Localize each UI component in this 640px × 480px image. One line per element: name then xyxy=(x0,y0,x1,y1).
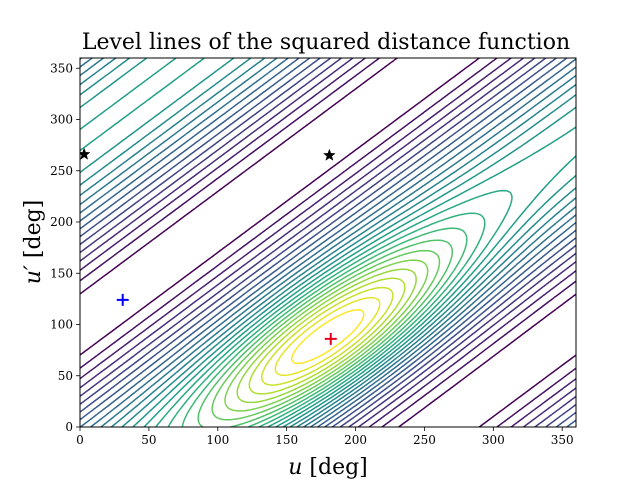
y-tick-label: 50 xyxy=(58,369,73,383)
y-axis-ticks: 0 50 100 150 200 250 300 350 xyxy=(50,61,80,434)
contour-level-10 xyxy=(80,58,576,427)
y-tick-label: 0 xyxy=(65,420,73,434)
contour-level-17 xyxy=(167,212,486,427)
contour-level-2 xyxy=(80,58,576,427)
y-axis-label-unit: [deg] xyxy=(21,200,46,265)
blue-cross-marker xyxy=(116,293,129,306)
y-axis-label: u′ [deg] xyxy=(21,200,46,285)
y-tick-label: 250 xyxy=(50,164,73,178)
y-tick-label: 200 xyxy=(50,215,73,229)
x-tick-label: 250 xyxy=(413,433,436,447)
contour-level-5 xyxy=(80,58,576,427)
x-tick-label: 50 xyxy=(141,433,156,447)
contour-level-24 xyxy=(260,286,394,386)
contour-level-12 xyxy=(80,58,576,427)
star-marker-center xyxy=(322,148,336,161)
y-tick-label: 150 xyxy=(50,266,73,280)
contour-level-15 xyxy=(80,58,576,427)
contour-level-9 xyxy=(80,58,576,427)
chart-title: Level lines of the squared distance func… xyxy=(82,30,570,55)
contour-level-18 xyxy=(181,227,468,427)
contour-level-11 xyxy=(80,58,576,427)
contour-lines xyxy=(80,58,576,427)
y-tick-label: 300 xyxy=(50,113,73,127)
x-tick-label: 150 xyxy=(275,433,298,447)
contour-level-20 xyxy=(211,249,441,421)
y-tick-label: 350 xyxy=(50,61,73,75)
x-axis-ticks: 0 50 100 150 200 250 300 350 xyxy=(76,427,574,447)
contour-level-1 xyxy=(80,58,576,427)
star-marker-left xyxy=(80,147,91,160)
chart-markers xyxy=(80,147,337,345)
red-cross-marker xyxy=(324,332,337,345)
x-tick-label: 350 xyxy=(551,433,574,447)
contour-level-7 xyxy=(80,58,576,427)
contour-level-22 xyxy=(236,268,417,404)
plot-frame xyxy=(79,57,577,428)
y-tick-label: 100 xyxy=(50,318,73,332)
contour-level-14 xyxy=(80,58,576,427)
contour-level-25 xyxy=(274,296,381,377)
contour-level-3 xyxy=(80,58,576,427)
x-tick-label: 100 xyxy=(206,433,229,447)
contour-level-19 xyxy=(197,239,454,427)
contour-level-4 xyxy=(80,58,576,427)
x-axis-label-variable: u xyxy=(288,455,302,480)
contour-level-8 xyxy=(80,58,576,427)
contour-level-23 xyxy=(248,277,406,395)
contour-level-26 xyxy=(290,309,365,365)
x-tick-label: 200 xyxy=(344,433,367,447)
x-axis-label: u [deg] xyxy=(288,455,368,480)
y-axis-label-variable: u′ xyxy=(21,265,46,284)
x-axis-label-unit: [deg] xyxy=(302,455,367,480)
x-tick-label: 0 xyxy=(76,433,84,447)
x-tick-label: 300 xyxy=(482,433,505,447)
contour-level-21 xyxy=(224,259,429,412)
